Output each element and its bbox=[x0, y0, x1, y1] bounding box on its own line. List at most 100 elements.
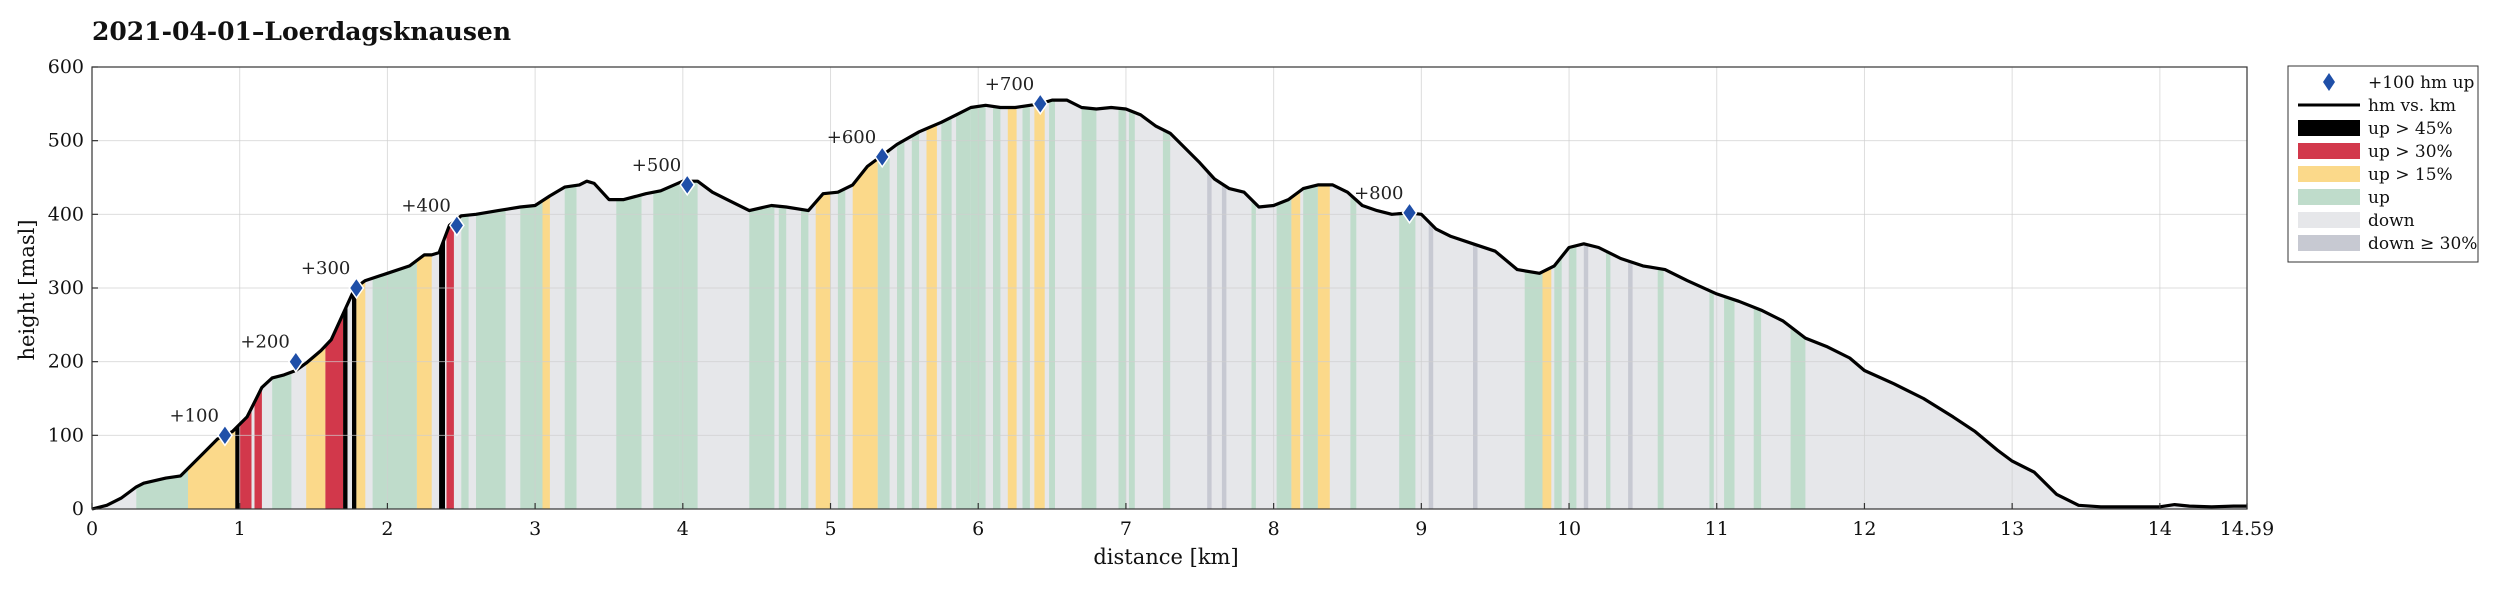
plot-area: +100 +200 +300 +400 +500 +600 +700 +800 bbox=[91, 66, 2248, 511]
legend-swatch-up45 bbox=[2298, 120, 2360, 136]
milestone-label: +600 bbox=[827, 127, 876, 148]
x-tick-label: 1 bbox=[234, 518, 246, 540]
segment-up bbox=[1606, 251, 1611, 509]
milestone-marker bbox=[874, 145, 891, 169]
milestone-label: +300 bbox=[301, 258, 350, 279]
segment-up bbox=[272, 372, 292, 509]
x-tick-label: 5 bbox=[824, 518, 836, 540]
milestone-label: +400 bbox=[401, 195, 450, 216]
segment-up15 bbox=[306, 345, 326, 509]
segment-up bbox=[941, 117, 952, 509]
legend-label: up > 15% bbox=[2368, 165, 2453, 185]
milestone-label: +800 bbox=[1354, 183, 1403, 204]
legend-swatch-marker bbox=[2323, 73, 2335, 91]
y-tick-label: 500 bbox=[48, 130, 84, 152]
x-tick-label: 4 bbox=[677, 518, 689, 540]
milestone-label: +100 bbox=[169, 405, 218, 426]
segment-up45 bbox=[352, 286, 357, 509]
segment-up bbox=[1724, 296, 1735, 509]
segment-up bbox=[679, 181, 698, 509]
segment-up bbox=[877, 149, 890, 509]
segment-up15 bbox=[1317, 184, 1330, 509]
segment-up30 bbox=[254, 387, 262, 509]
segment-up bbox=[1081, 107, 1097, 509]
milestone-marker bbox=[287, 350, 304, 373]
milestone-marker bbox=[1032, 92, 1049, 116]
legend-label: up bbox=[2368, 188, 2390, 208]
segment-up15 bbox=[815, 193, 831, 509]
legend-label: up > 45% bbox=[2368, 119, 2453, 139]
x-tick-label: 0 bbox=[86, 518, 98, 540]
segment-up15 bbox=[1007, 107, 1017, 510]
y-axis: 0 100 200 300 400 500 600 bbox=[48, 56, 98, 520]
x-tick-label: 10 bbox=[1557, 518, 1581, 540]
segment-up30 bbox=[325, 313, 344, 509]
milestone-marker bbox=[1401, 201, 1418, 225]
x-tick-label: 8 bbox=[1268, 518, 1280, 540]
segment-up bbox=[564, 185, 577, 510]
legend-swatch-up bbox=[2298, 189, 2360, 205]
legend-swatch-down bbox=[2298, 212, 2360, 228]
x-axis: 0 1 2 3 4 5 6 7 8 9 10 11 12 13 14 14.59 bbox=[86, 503, 2274, 540]
legend-swatch-down30 bbox=[2298, 235, 2360, 251]
segment-down30 bbox=[1428, 221, 1434, 509]
x-tick-label: 12 bbox=[1852, 518, 1876, 540]
x-axis-label: distance [km] bbox=[1093, 545, 1238, 569]
segment-down30 bbox=[1628, 261, 1633, 509]
milestone-label: +500 bbox=[632, 155, 681, 176]
segment-up bbox=[1350, 194, 1357, 509]
legend-swatch-up30 bbox=[2298, 143, 2360, 159]
segment-up bbox=[1049, 100, 1055, 509]
segment-up bbox=[520, 200, 543, 509]
x-tick-label: 7 bbox=[1120, 518, 1132, 540]
segment-up15 bbox=[1034, 102, 1045, 509]
slope-segments bbox=[92, 100, 2247, 510]
y-tick-label: 400 bbox=[48, 203, 84, 225]
y-tick-label: 200 bbox=[48, 351, 84, 373]
segment-up bbox=[372, 260, 417, 509]
segment-up bbox=[1709, 290, 1714, 509]
segment-up bbox=[1022, 105, 1030, 510]
chart-title: 2021-04-01–Loerdagsknausen bbox=[92, 17, 511, 46]
segment-up15 bbox=[356, 280, 366, 509]
segment-up15 bbox=[1291, 190, 1301, 510]
y-axis-label: height [masl] bbox=[15, 219, 39, 360]
x-tick-label: 11 bbox=[1705, 518, 1729, 540]
segment-up bbox=[749, 205, 775, 509]
segment-down30 bbox=[1473, 243, 1478, 510]
segment-up bbox=[476, 209, 506, 509]
segment-up bbox=[1790, 326, 1806, 509]
milestone-marker bbox=[217, 424, 233, 447]
milestone-marker bbox=[679, 173, 696, 197]
milestone-marker bbox=[448, 214, 465, 237]
segment-up bbox=[801, 209, 809, 509]
y-tick-label: 300 bbox=[48, 277, 84, 299]
segment-up bbox=[956, 107, 971, 509]
x-tick-label: 3 bbox=[529, 518, 541, 540]
segment-up bbox=[1753, 307, 1762, 509]
legend-label: +100 hm up bbox=[2368, 73, 2475, 93]
segment-up bbox=[911, 131, 920, 510]
segment-down30 bbox=[1207, 170, 1212, 509]
segment-up45 bbox=[439, 237, 445, 509]
x-tick-label: 14.59 bbox=[2220, 518, 2274, 540]
segment-up15 bbox=[926, 124, 937, 509]
segment-up bbox=[778, 206, 787, 509]
segment-up15 bbox=[188, 428, 236, 509]
segment-up30 bbox=[446, 221, 454, 510]
legend-box bbox=[2287, 65, 2479, 263]
segment-up45 bbox=[343, 304, 348, 509]
segment-up30 bbox=[239, 408, 252, 509]
x-tick-label: 2 bbox=[381, 518, 393, 540]
segment-up bbox=[1524, 270, 1543, 509]
segment-up bbox=[1569, 245, 1577, 509]
segment-up bbox=[1554, 256, 1562, 509]
legend-label: down bbox=[2368, 211, 2415, 231]
y-tick-label: 600 bbox=[48, 56, 84, 78]
segment-up bbox=[837, 188, 846, 509]
segment-up bbox=[1128, 110, 1135, 509]
x-tick-label: 9 bbox=[1415, 518, 1427, 540]
milestone-label: +700 bbox=[985, 74, 1034, 95]
segment-down30 bbox=[1221, 183, 1227, 510]
